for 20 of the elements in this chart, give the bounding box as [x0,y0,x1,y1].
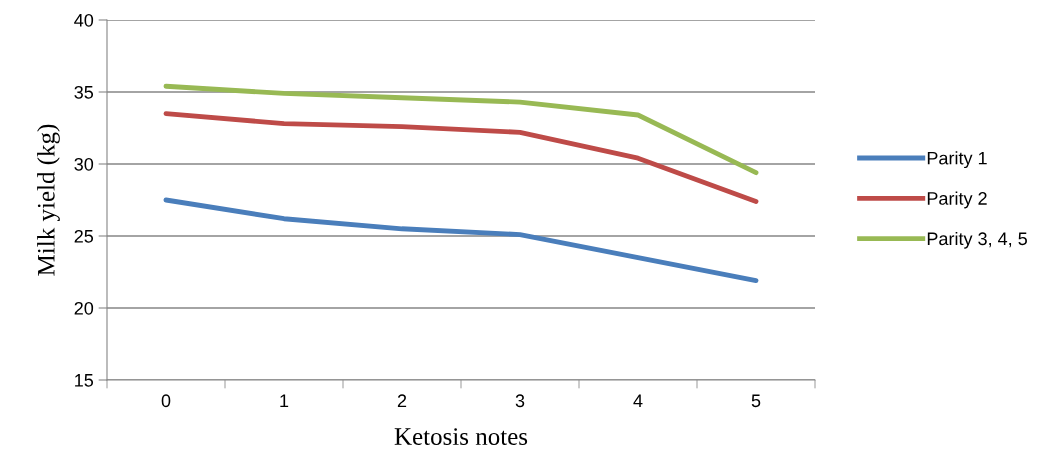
x-tick-label: 1 [280,394,289,407]
line-series [163,197,759,284]
y-tick-label: 35 [74,85,94,99]
y-tick-label: 15 [75,374,94,387]
y-axis-title: Milk yield (kg) [37,124,60,276]
y-tick-label: 40 [74,13,94,27]
y-tick-label: 25 [74,229,94,243]
legend-label: Parity 2 [927,191,987,209]
line-series [163,111,759,204]
x-tick-label: 4 [633,394,643,407]
y-tick-label: 20 [74,301,94,315]
legend-label: Parity 1 [927,151,987,169]
x-tick-label: 5 [751,394,761,408]
x-tick-label: 2 [397,394,407,407]
legend-label: Parity 3, 4, 5 [927,231,1027,249]
line-series [163,83,759,176]
x-tick-label: 0 [161,394,171,408]
x-axis-title: Ketosis notes [394,428,528,445]
y-tick-label: 30 [74,157,94,171]
x-tick-label: 3 [515,394,525,408]
